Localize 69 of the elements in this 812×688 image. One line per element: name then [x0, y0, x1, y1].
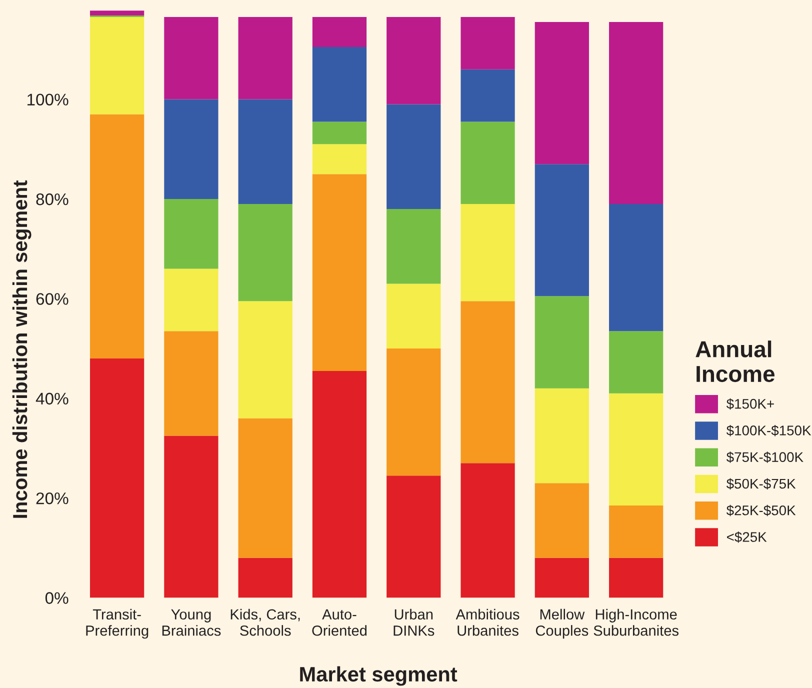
- bar: [609, 506, 664, 558]
- bar: [164, 268, 218, 332]
- bar: [386, 284, 441, 349]
- legend-label: $50K-$75K: [726, 478, 796, 490]
- bar: [609, 331, 664, 394]
- y-tick-label: 0%: [45, 592, 68, 604]
- bar: [164, 436, 218, 598]
- bar: [460, 69, 515, 122]
- bar: [460, 204, 515, 302]
- bar: [312, 144, 367, 174]
- bar: [386, 104, 441, 209]
- bar: [90, 10, 144, 16]
- bar: [460, 463, 515, 598]
- legend-label: $100K-$150K: [726, 424, 812, 436]
- x-tick-label: Urban DINKs: [394, 608, 434, 636]
- bar: [609, 22, 664, 204]
- bar: [238, 558, 292, 598]
- bar: [534, 388, 589, 484]
- bar: [164, 198, 218, 269]
- y-tick-label: 100%: [28, 94, 68, 106]
- bar: [534, 558, 589, 598]
- bar: [238, 204, 292, 302]
- y-tick-label: 20%: [36, 492, 68, 504]
- bar: [90, 17, 144, 114]
- bar: [460, 301, 515, 464]
- bar: [460, 122, 515, 204]
- x-axis-title: Market segment: [300, 666, 458, 686]
- bar: [386, 208, 441, 284]
- x-tick-label: Ambitious Urbanites: [456, 608, 520, 636]
- legend-label: $75K-$100K: [726, 452, 804, 463]
- bar: [534, 164, 589, 296]
- bar: [609, 558, 664, 598]
- bar: [534, 483, 589, 558]
- bar: [312, 122, 367, 144]
- legend-label: $150K+: [726, 398, 774, 410]
- bar: [312, 17, 367, 47]
- bar: [164, 99, 218, 199]
- y-tick-label: 80%: [36, 193, 68, 206]
- x-tick-label: Auto- Oriented: [312, 609, 367, 636]
- x-tick-label: Mellow Couples: [536, 608, 588, 639]
- legend-label: $25K-$50K: [726, 504, 796, 516]
- bar: [164, 17, 218, 100]
- bar: [609, 204, 664, 332]
- bar: [238, 99, 292, 204]
- x-tick-label: Kids, Cars, Schools: [230, 608, 300, 636]
- bar: [609, 393, 664, 506]
- bar: [90, 114, 144, 358]
- bar: [460, 17, 515, 70]
- y-axis-title: Income distribution within segment: [12, 180, 32, 518]
- bar: [312, 370, 367, 598]
- bar: [312, 174, 367, 371]
- bar: [90, 358, 144, 598]
- bar: [386, 348, 441, 476]
- bar: [238, 301, 292, 418]
- bar: [312, 46, 367, 122]
- bar: [386, 476, 441, 598]
- x-tick-label: Transit- Preferring: [86, 608, 148, 639]
- legend-label: <$25K: [727, 532, 767, 543]
- x-tick-label: High-Income Suburbanites: [594, 608, 679, 636]
- legend-title: Annual Income: [696, 340, 775, 382]
- bar: [534, 296, 589, 388]
- bar: [386, 17, 441, 104]
- x-tick-label: Young Brainiacs: [162, 609, 221, 636]
- bar: [534, 22, 589, 164]
- bar: [164, 331, 218, 436]
- bar: [238, 17, 292, 100]
- bar: [238, 418, 292, 558]
- y-tick-label: 60%: [36, 293, 68, 305]
- y-tick-label: 40%: [36, 392, 68, 405]
